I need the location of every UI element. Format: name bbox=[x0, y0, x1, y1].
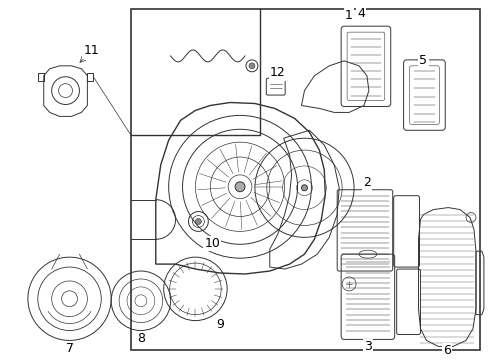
Text: 8: 8 bbox=[137, 332, 144, 345]
Text: 11: 11 bbox=[83, 44, 99, 58]
Text: 12: 12 bbox=[269, 66, 285, 79]
Text: 9: 9 bbox=[216, 318, 224, 331]
Circle shape bbox=[195, 219, 201, 224]
Text: 6: 6 bbox=[443, 344, 450, 357]
Circle shape bbox=[248, 63, 254, 69]
Text: 7: 7 bbox=[65, 342, 73, 355]
Text: 10: 10 bbox=[204, 237, 220, 250]
Text: 3: 3 bbox=[363, 340, 371, 353]
Circle shape bbox=[301, 185, 307, 191]
Text: 5: 5 bbox=[419, 54, 427, 67]
Text: 1: 1 bbox=[345, 9, 352, 22]
Text: 4: 4 bbox=[356, 7, 364, 20]
Bar bbox=[131, 9, 479, 350]
Text: 2: 2 bbox=[362, 176, 370, 189]
Circle shape bbox=[235, 182, 244, 192]
